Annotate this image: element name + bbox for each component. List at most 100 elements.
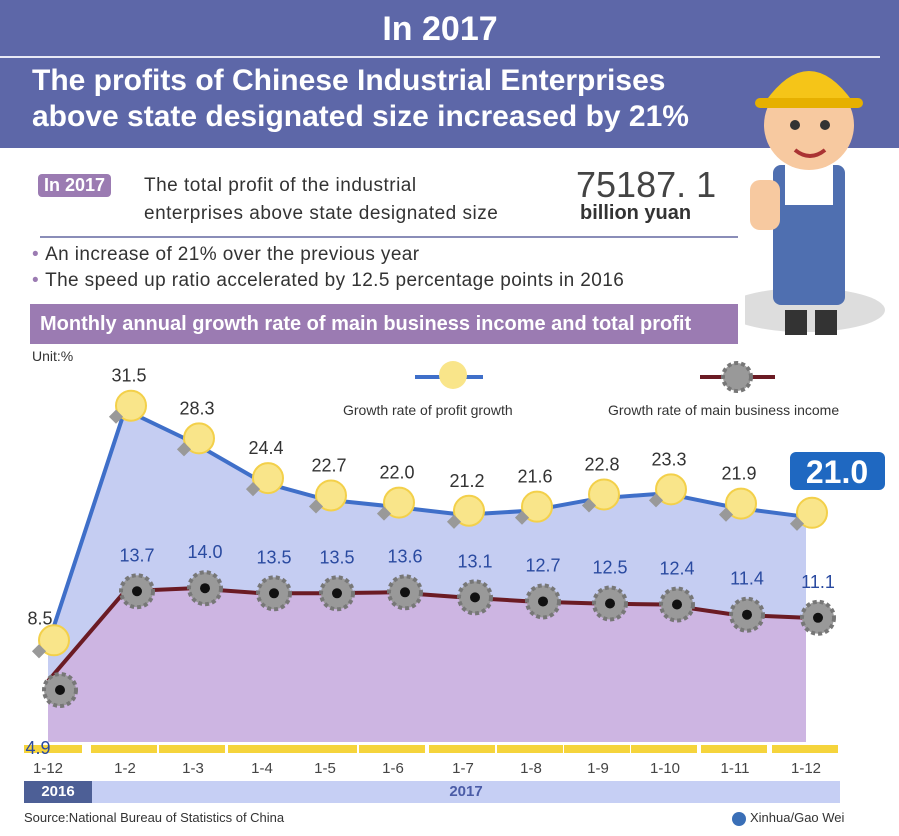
data-label: 31.5	[111, 366, 146, 386]
gear-center	[332, 588, 342, 599]
data-label: 21.6	[517, 467, 552, 487]
x-tick-label: 1-6	[382, 760, 404, 777]
lightbulb-base	[176, 442, 192, 457]
gear-center	[400, 587, 410, 598]
axis-bar-segment	[359, 745, 425, 753]
lightbulb-icon	[655, 473, 687, 506]
gear-center	[55, 685, 65, 696]
desc-line1: The total profit of the industrial	[144, 175, 417, 196]
lightbulb-base	[245, 482, 261, 497]
x-tick-label: 1-2	[114, 760, 136, 777]
lightbulb-icon	[521, 490, 553, 523]
data-label: 13.5	[256, 547, 291, 567]
axis-bar-segment	[24, 745, 82, 753]
x-tick-label: 1-11	[720, 760, 750, 777]
data-label: 23.3	[651, 449, 686, 469]
bullet-speedup: The speed up ratio accelerated by 12.5 p…	[32, 270, 624, 292]
lightbulb-icon	[588, 478, 620, 511]
x-tick-label: 1-4	[251, 760, 273, 777]
gear-center	[470, 592, 480, 603]
axis-bar-segment	[497, 745, 563, 753]
data-label: 28.3	[179, 398, 214, 418]
gear-center	[538, 596, 548, 607]
axis-bar-segment	[631, 745, 697, 753]
lightbulb-base	[446, 514, 462, 529]
lightbulb-icon	[315, 479, 347, 512]
source-note: Source:National Bureau of Statistics of …	[24, 810, 285, 825]
divider	[40, 236, 738, 238]
worker-thumbs-up-illustration	[745, 71, 885, 335]
credit: Xinhua/Gao Wei	[732, 810, 844, 826]
lightbulb-icon	[453, 494, 485, 527]
lightbulb-base	[789, 516, 805, 531]
data-label: 14.0	[187, 542, 222, 562]
final-value-callout	[790, 452, 885, 490]
data-label: 11.1	[801, 572, 835, 592]
lightbulb-icon	[252, 462, 284, 495]
axis-bar-segment	[772, 745, 838, 753]
gear-center	[269, 588, 279, 599]
data-label: 22.0	[379, 463, 414, 483]
x-tick-label: 1-12	[32, 760, 64, 777]
data-label: 12.4	[659, 559, 694, 579]
lightbulb-base	[308, 499, 324, 514]
x-tick-label: 1-12	[790, 760, 822, 777]
total-profit-unit: billion yuan	[580, 202, 692, 224]
legend-gear-icon	[721, 361, 753, 393]
bullet-increase: An increase of 21% over the previous yea…	[32, 244, 420, 266]
credit-text: Xinhua/Gao Wei	[750, 810, 845, 825]
gear-center	[813, 612, 823, 623]
x-tick-label: 1-9	[587, 760, 609, 777]
year-tag: In 2017	[38, 174, 112, 197]
title-line2: above state designated size increased by…	[32, 100, 689, 133]
lightbulb-base	[514, 510, 530, 525]
axis-bar-segment	[291, 745, 357, 753]
chart-subtitle: Monthly annual growth rate of main busin…	[30, 304, 738, 344]
x-tick-label: 1-3	[182, 760, 204, 777]
lightbulb-base	[718, 507, 734, 522]
title-line1: The profits of Chinese Industrial Enterp…	[32, 64, 666, 97]
gear-center	[132, 586, 142, 597]
total-profit-value: 75187. 1	[576, 164, 717, 205]
lightbulb-icon	[383, 486, 415, 519]
axis-bar-segment	[228, 745, 294, 753]
lightbulb-icon	[183, 422, 215, 455]
axis-bar-segment	[429, 745, 495, 753]
data-label: 12.7	[525, 555, 560, 575]
legend-profit: Growth rate of profit growth	[343, 402, 513, 418]
lightbulb-icon	[725, 487, 757, 520]
data-label: 13.7	[119, 545, 154, 565]
profit-description: The total profit of the industrial enterp…	[144, 172, 498, 228]
x-tick-label: 1-5	[314, 760, 336, 777]
data-label: 21.9	[721, 464, 756, 484]
data-label: 12.5	[592, 558, 627, 578]
data-label: 22.8	[584, 454, 619, 474]
gear-center	[672, 599, 682, 610]
data-label: 21.0	[806, 454, 868, 490]
gear-center	[605, 598, 615, 609]
lightbulb-base	[108, 409, 124, 424]
xinhua-logo-icon	[732, 811, 746, 826]
axis-bar-segment	[91, 745, 157, 753]
income-area	[48, 588, 806, 742]
unit-label: Unit:%	[32, 348, 74, 364]
header-year: In 2017	[382, 10, 498, 48]
axis-bar-segment	[159, 745, 225, 753]
lightbulb-base	[31, 644, 47, 659]
data-label: 4.9	[25, 738, 50, 758]
year-2016-band: 2016	[24, 781, 92, 803]
data-label: 21.2	[449, 471, 484, 491]
axis-bar-segment	[701, 745, 767, 753]
x-tick-label: 1-8	[520, 760, 542, 777]
data-label: 22.7	[311, 455, 346, 475]
data-label: 13.5	[319, 547, 354, 567]
data-label: 8.5	[27, 608, 52, 628]
lightbulb-base	[581, 498, 597, 513]
data-label: 13.1	[457, 551, 492, 571]
lightbulb-base	[648, 493, 664, 508]
gear-center	[200, 583, 210, 594]
year-2017-band: 2017	[92, 781, 840, 803]
gear-center	[742, 609, 752, 620]
axis-bar-segment	[564, 745, 630, 753]
